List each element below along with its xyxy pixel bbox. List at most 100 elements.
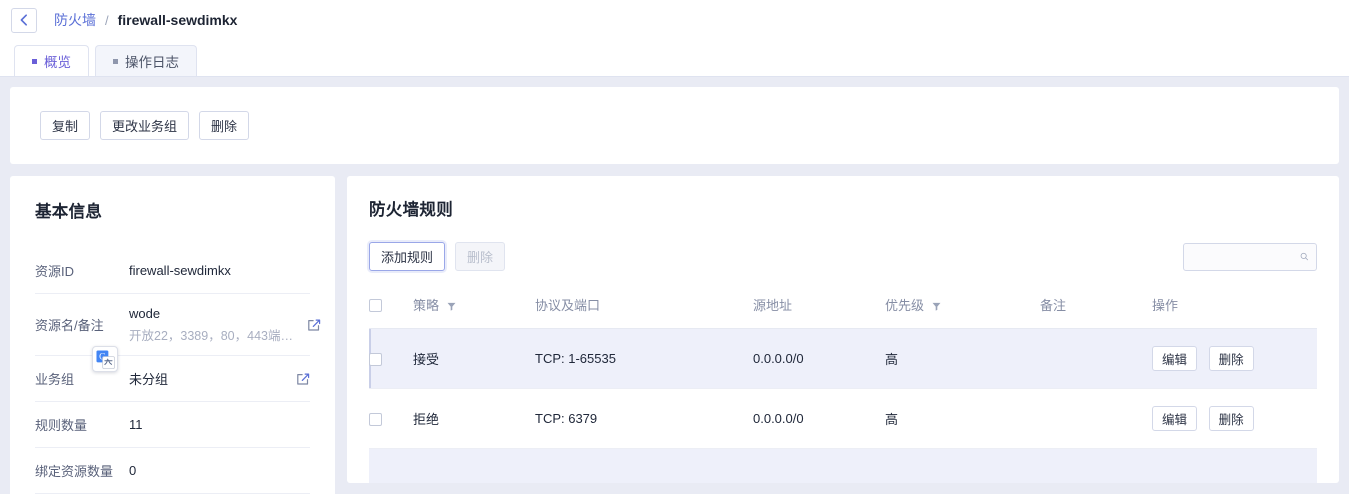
column-header-priority: 优先级 xyxy=(885,295,1040,329)
cell-protocol xyxy=(535,448,753,483)
edit-icon[interactable] xyxy=(307,318,321,332)
cell-source: 0.0.0.0/0 xyxy=(753,388,885,449)
firewall-rules-title: 防火墙规则 xyxy=(369,201,453,219)
delete-rules-button[interactable]: 删除 xyxy=(455,242,506,271)
row-select-cell xyxy=(369,328,413,389)
cell-priority xyxy=(885,448,1040,483)
page-body: 复制 更改业务组 删除 基本信息 资源ID firewall-sewdimkx … xyxy=(0,77,1349,494)
table-row[interactable] xyxy=(369,448,1317,483)
breadcrumb-separator: / xyxy=(105,12,109,28)
add-rule-button[interactable]: 添加规则 xyxy=(369,242,446,271)
info-label: 资源ID xyxy=(35,264,75,279)
table-row[interactable]: 拒绝 TCP: 6379 0.0.0.0/0 高 编辑 删除 xyxy=(369,388,1317,449)
cell-note xyxy=(1040,448,1152,483)
row-delete-button[interactable]: 删除 xyxy=(1208,346,1254,371)
info-value: 11 xyxy=(129,417,143,432)
tab-operation-log[interactable]: 操作日志 xyxy=(95,45,197,76)
column-label: 策略 xyxy=(413,298,440,313)
row-edit-button[interactable]: 编辑 xyxy=(1152,406,1198,431)
row-delete-button[interactable]: 删除 xyxy=(1208,406,1254,431)
svg-text:G: G xyxy=(99,351,106,361)
change-business-group-button[interactable]: 更改业务组 xyxy=(100,111,190,140)
row-select-cell xyxy=(369,388,413,449)
info-row-rule-count: 规则数量 11 xyxy=(35,402,310,448)
tab-overview-label: 概览 xyxy=(44,55,71,70)
basic-info-panel: 基本信息 资源ID firewall-sewdimkx 资源名/备注 wode … xyxy=(10,176,335,494)
filter-icon[interactable] xyxy=(447,302,456,311)
info-value-note: 开放22，3389，80，443端口... xyxy=(129,328,299,343)
search-input[interactable] xyxy=(1191,248,1301,265)
info-label: 规则数量 xyxy=(35,418,88,433)
chevron-left-icon xyxy=(20,14,27,26)
search-icon[interactable] xyxy=(1300,250,1309,263)
info-label: 业务组 xyxy=(35,372,75,387)
column-label: 优先级 xyxy=(885,298,925,313)
column-label: 协议及端口 xyxy=(535,298,601,313)
breadcrumb-parent-link[interactable]: 防火墙 xyxy=(54,12,96,28)
table-row[interactable]: 接受 TCP: 1-65535 0.0.0.0/0 高 编辑 删除 xyxy=(369,328,1317,389)
tab-bar: 概览 操作日志 xyxy=(0,40,1349,77)
cell-policy: 接受 xyxy=(413,328,535,389)
cell-note xyxy=(1040,328,1152,389)
rules-search-box[interactable] xyxy=(1183,242,1317,271)
column-header-protocol: 协议及端口 xyxy=(535,295,753,329)
column-label: 备注 xyxy=(1040,298,1067,313)
info-value: 未分组 xyxy=(129,372,169,387)
tab-marker-icon xyxy=(113,58,118,64)
info-label: 资源名/备注 xyxy=(35,318,104,333)
column-header-source: 源地址 xyxy=(753,295,885,329)
row-checkbox[interactable] xyxy=(369,353,382,367)
column-header-policy: 策略 xyxy=(413,295,535,329)
tab-overview[interactable]: 概览 xyxy=(14,45,89,76)
cell-actions xyxy=(1152,448,1317,483)
basic-info-title: 基本信息 xyxy=(35,203,103,221)
cell-actions: 编辑 删除 xyxy=(1152,328,1317,389)
info-label: 绑定资源数量 xyxy=(35,464,114,479)
breadcrumb-current: firewall-sewdimkx xyxy=(117,12,238,28)
copy-button[interactable]: 复制 xyxy=(40,111,91,140)
google-translate-icon[interactable]: G xyxy=(92,346,118,372)
info-value: wode 开放22，3389，80，443端口... xyxy=(129,306,299,344)
info-value-main: wode xyxy=(129,305,161,321)
tab-operation-log-label: 操作日志 xyxy=(125,55,179,70)
cell-protocol: TCP: 6379 xyxy=(535,388,753,449)
firewall-rules-panel: 防火墙规则 添加规则 删除 xyxy=(347,176,1339,483)
firewall-rules-table: 策略 协议及端口 源地址 优先级 xyxy=(369,295,1317,483)
cell-policy: 拒绝 xyxy=(413,388,535,449)
cell-priority: 高 xyxy=(885,328,1040,389)
back-button[interactable] xyxy=(11,7,37,33)
cell-priority: 高 xyxy=(885,388,1040,449)
cell-source: 0.0.0.0/0 xyxy=(753,328,885,389)
row-edit-button[interactable]: 编辑 xyxy=(1152,346,1198,371)
table-header-row: 策略 协议及端口 源地址 优先级 xyxy=(369,295,1317,329)
column-label: 操作 xyxy=(1152,298,1179,313)
row-checkbox[interactable] xyxy=(369,413,382,427)
info-value: firewall-sewdimkx xyxy=(129,263,231,278)
delete-button[interactable]: 删除 xyxy=(199,111,250,140)
row-select-cell xyxy=(369,448,413,483)
edit-icon[interactable] xyxy=(296,372,310,386)
info-row-business-group: 业务组 未分组 xyxy=(35,356,310,402)
column-header-action: 操作 xyxy=(1152,295,1317,329)
tab-marker-icon xyxy=(32,58,37,64)
info-row-resource-id: 资源ID firewall-sewdimkx xyxy=(35,248,310,294)
cell-protocol: TCP: 1-65535 xyxy=(535,328,753,389)
content-columns: 基本信息 资源ID firewall-sewdimkx 资源名/备注 wode … xyxy=(10,176,1339,494)
breadcrumb: 防火墙 / firewall-sewdimkx xyxy=(54,10,237,30)
info-row-bound-resource-count: 绑定资源数量 0 xyxy=(35,448,310,494)
select-all-header xyxy=(369,295,413,329)
rules-toolbar: 添加规则 删除 xyxy=(369,242,1317,271)
info-value: 0 xyxy=(129,463,137,478)
select-all-checkbox[interactable] xyxy=(369,299,382,313)
info-row-resource-name: 资源名/备注 wode 开放22，3389，80，443端口... xyxy=(35,294,321,356)
breadcrumb-bar: 防火墙 / firewall-sewdimkx xyxy=(0,0,1349,40)
table-body: 接受 TCP: 1-65535 0.0.0.0/0 高 编辑 删除 xyxy=(369,328,1317,483)
column-header-note: 备注 xyxy=(1040,295,1152,329)
table-header: 策略 协议及端口 源地址 优先级 xyxy=(369,295,1317,329)
cell-source xyxy=(753,448,885,483)
cell-policy xyxy=(413,448,535,483)
action-toolbar: 复制 更改业务组 删除 xyxy=(10,87,1339,164)
column-label: 源地址 xyxy=(753,298,793,313)
cell-note xyxy=(1040,388,1152,449)
filter-icon[interactable] xyxy=(932,302,941,311)
